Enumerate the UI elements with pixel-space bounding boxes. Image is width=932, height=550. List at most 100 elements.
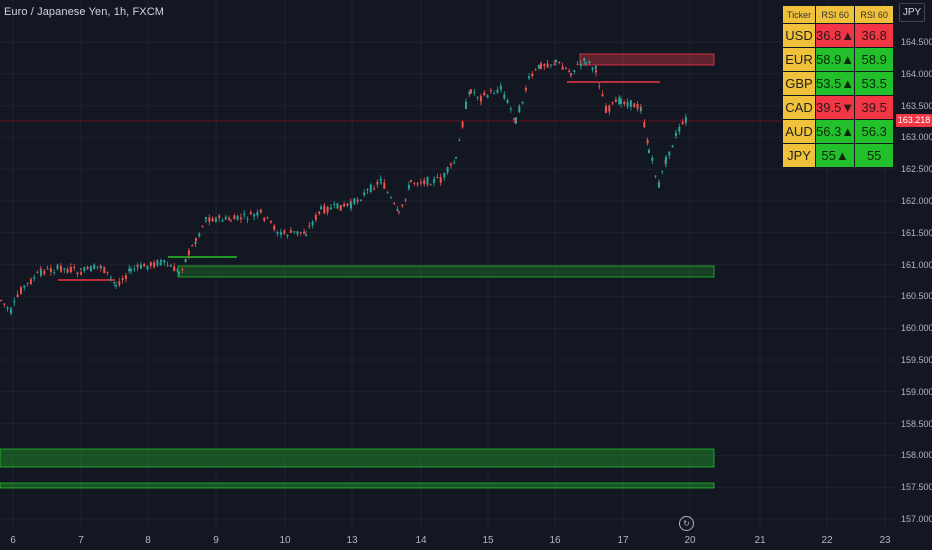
candle-body	[515, 117, 517, 124]
candle-body	[568, 70, 571, 73]
candle-body	[426, 176, 429, 185]
rsi-row: CAD 39.5▼ 39.5	[782, 95, 895, 120]
candle-body	[80, 272, 82, 275]
candle-body	[166, 265, 169, 267]
candle-body	[89, 266, 92, 272]
candle-body	[0, 299, 2, 301]
candle-body	[260, 210, 262, 213]
candle-body	[230, 220, 232, 222]
candle-body	[366, 189, 369, 191]
candle-body	[214, 217, 217, 222]
candle-body	[115, 284, 117, 287]
rsi-cell: 55▲	[814, 143, 856, 168]
candle-body	[100, 267, 102, 269]
candle-body	[293, 231, 296, 233]
candle-body	[531, 73, 534, 77]
candle-body	[149, 262, 152, 266]
candle-body	[333, 203, 336, 205]
date-axis-label: 15	[482, 535, 494, 546]
candle-body	[318, 211, 321, 214]
candle-body	[503, 94, 506, 99]
price-axis-label: 158.000	[901, 450, 932, 461]
rsi-cell: 56.3▲	[814, 119, 856, 144]
currency-button[interactable]: JPY	[899, 3, 925, 22]
candle-body	[461, 121, 464, 128]
candle-body	[224, 216, 227, 220]
candle-body	[23, 285, 26, 288]
rsi-cell: 58.9▲	[814, 47, 856, 72]
candle-body	[283, 230, 286, 234]
candle-body	[643, 122, 646, 128]
candle-body	[184, 258, 187, 262]
candle-body	[296, 231, 299, 235]
candle-body	[608, 105, 611, 112]
candle-body	[178, 271, 180, 274]
candle-body	[373, 188, 376, 190]
candle-body	[528, 76, 530, 79]
date-axis-label: 20	[684, 535, 696, 546]
candle-body	[253, 214, 256, 217]
candle-body	[205, 217, 207, 219]
candle-body	[36, 272, 39, 274]
header-ticker: Ticker	[782, 5, 816, 24]
rsi-cell: 36.8▲	[814, 23, 856, 48]
candle-body	[191, 245, 194, 247]
rsi-value-cell: 56.3	[854, 119, 895, 144]
candle-body	[558, 61, 561, 64]
symbol-title[interactable]: Euro / Japanese Yen, 1h, FXCM	[4, 6, 165, 18]
candle-body	[407, 184, 410, 189]
rsi-row: AUD 56.3▲ 56.3	[782, 119, 895, 144]
candle-body	[383, 182, 386, 189]
candle-body	[336, 203, 339, 209]
candle-body	[626, 102, 629, 107]
candlesticks	[0, 57, 687, 316]
candle-body	[681, 121, 684, 124]
replay-icon[interactable]: ↻	[679, 516, 694, 531]
candle-body	[311, 221, 314, 226]
candle-body	[393, 202, 396, 204]
candle-body	[675, 132, 677, 137]
price-axis-label: 162.000	[901, 196, 932, 206]
candle-body	[598, 86, 601, 88]
demand-zone	[177, 265, 715, 278]
candle-body	[564, 67, 567, 69]
date-axis-label: 13	[346, 535, 358, 546]
candle-body	[239, 217, 242, 220]
ticker-cell: JPY	[782, 143, 816, 168]
candle-body	[585, 62, 587, 64]
candle-body	[543, 64, 546, 67]
candle-body	[483, 92, 486, 96]
candle-body	[198, 233, 201, 237]
candle-body	[236, 215, 239, 220]
demand-zone	[0, 482, 715, 489]
ticker-cell: GBP	[782, 71, 816, 96]
candle-body	[323, 205, 326, 214]
candle-body	[671, 145, 674, 147]
candle-body	[576, 63, 579, 65]
date-axis-label: 17	[617, 535, 629, 546]
candle-body	[470, 89, 472, 94]
price-axis-label: 164.000	[901, 68, 932, 79]
candle-body	[493, 93, 496, 95]
candle-body	[410, 179, 412, 182]
rsi-cell: 53.5▲	[814, 71, 856, 96]
rsi-table: Ticker RSI 60 RSI 60 USD 36.8▲ 36.8 EUR 58.9…	[782, 5, 895, 168]
candle-body	[269, 220, 272, 223]
candle-body	[181, 268, 184, 270]
candle-body	[303, 231, 306, 234]
candle-body	[389, 197, 392, 199]
rsi-cell: 39.5▼	[814, 95, 856, 120]
rsi-row: EUR 58.9▲ 58.9	[782, 47, 895, 72]
candle-body	[106, 271, 109, 273]
candle-body	[69, 266, 72, 273]
candle-body	[601, 94, 604, 97]
candle-body	[243, 213, 246, 215]
candle-body	[187, 250, 190, 256]
candle-body	[534, 69, 537, 71]
candle-body	[595, 69, 597, 73]
candle-body	[398, 211, 400, 213]
candle-body	[396, 208, 399, 211]
candle-body	[678, 126, 681, 132]
candle-body	[96, 266, 99, 268]
